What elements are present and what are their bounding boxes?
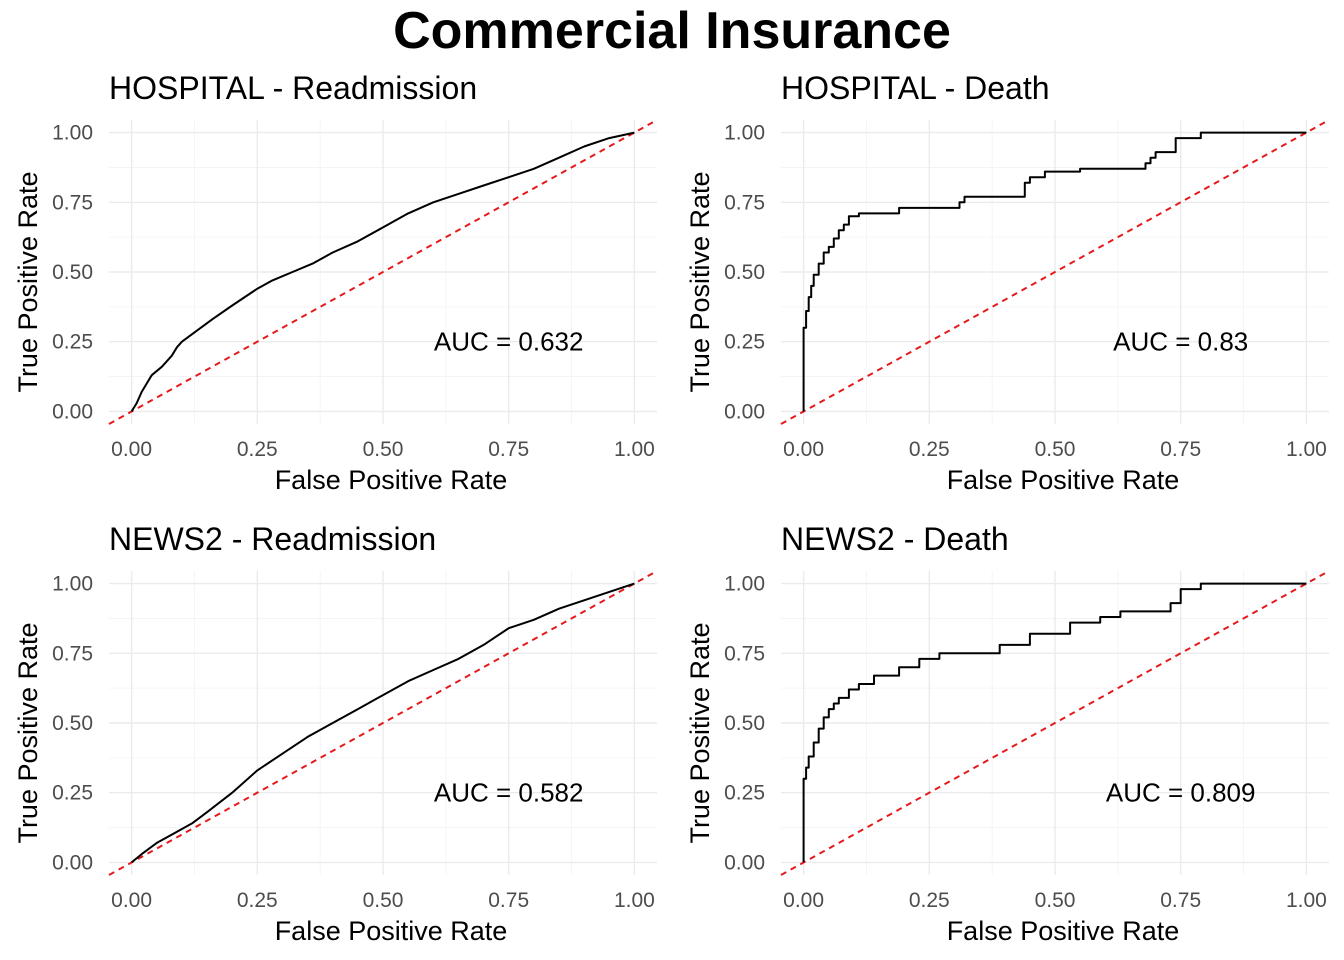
x-tick-label: 0.50 bbox=[363, 889, 404, 912]
x-tick-label: 0.00 bbox=[783, 438, 824, 461]
x-tick-label: 1.00 bbox=[614, 438, 655, 461]
y-tick-label: 0.75 bbox=[52, 642, 93, 665]
y-tick-label: 0.25 bbox=[724, 782, 765, 805]
y-tick-label: 0.50 bbox=[724, 712, 765, 735]
x-tick-label: 0.00 bbox=[783, 889, 824, 912]
auc-annotation: AUC = 0.83 bbox=[1113, 327, 1248, 357]
chart-panel: HOSPITAL - Readmission 0.00 0.25 0.50 0.75 1.… bbox=[13, 70, 658, 495]
y-tick-label: 0.50 bbox=[724, 261, 765, 284]
y-axis-title: True Positive Rate bbox=[685, 622, 715, 843]
y-tick-label: 0.75 bbox=[724, 642, 765, 665]
x-tick-label: 0.50 bbox=[1035, 889, 1076, 912]
y-axis-title: True Positive Rate bbox=[13, 171, 43, 392]
y-tick-label: 1.00 bbox=[52, 573, 93, 596]
roc-curve-line bbox=[802, 582, 1307, 863]
y-axis-title: True Positive Rate bbox=[13, 622, 43, 843]
y-tick-label: 0.75 bbox=[724, 191, 765, 214]
x-tick-label: 1.00 bbox=[1286, 889, 1327, 912]
reference-diagonal-line bbox=[780, 570, 1330, 876]
x-tick-label: 0.25 bbox=[237, 438, 278, 461]
y-tick-label: 0.00 bbox=[724, 400, 765, 423]
reference-diagonal-line bbox=[108, 119, 658, 425]
panel-title: NEWS2 - Death bbox=[781, 521, 1009, 557]
panel-title: HOSPITAL - Death bbox=[781, 70, 1050, 106]
y-tick-label: 0.00 bbox=[724, 851, 765, 874]
panels: HOSPITAL - Readmission 0.00 0.25 0.50 0.75 1.… bbox=[13, 70, 1330, 946]
auc-annotation: AUC = 0.632 bbox=[434, 327, 584, 357]
x-tick-label: 1.00 bbox=[1286, 438, 1327, 461]
roc-curve-line bbox=[130, 582, 635, 864]
y-tick-label: 0.75 bbox=[52, 191, 93, 214]
y-tick-label: 0.25 bbox=[52, 782, 93, 805]
x-tick-label: 0.75 bbox=[1160, 438, 1201, 461]
y-tick-label: 1.00 bbox=[724, 573, 765, 596]
auc-annotation: AUC = 0.582 bbox=[434, 778, 584, 808]
x-axis-title: False Positive Rate bbox=[275, 465, 508, 495]
chart-panel: NEWS2 - Death 0.00 0.25 0.50 0.75 1.00 0.00 0.2… bbox=[685, 521, 1330, 946]
y-tick-label: 0.50 bbox=[52, 712, 93, 735]
y-axis-title: True Positive Rate bbox=[685, 171, 715, 392]
y-tick-label: 0.25 bbox=[52, 331, 93, 354]
x-tick-label: 1.00 bbox=[614, 889, 655, 912]
y-tick-label: 1.00 bbox=[724, 122, 765, 145]
reference-diagonal-line bbox=[780, 119, 1330, 425]
x-axis-title: False Positive Rate bbox=[275, 916, 508, 946]
roc-curve-line bbox=[130, 131, 635, 412]
x-tick-label: 0.00 bbox=[111, 438, 152, 461]
x-axis-title: False Positive Rate bbox=[947, 465, 1180, 495]
x-tick-label: 0.50 bbox=[363, 438, 404, 461]
reference-diagonal-line bbox=[108, 570, 658, 876]
y-tick-label: 0.50 bbox=[52, 261, 93, 284]
x-tick-label: 0.50 bbox=[1035, 438, 1076, 461]
x-tick-label: 0.75 bbox=[1160, 889, 1201, 912]
y-tick-label: 0.00 bbox=[52, 851, 93, 874]
x-tick-label: 0.00 bbox=[111, 889, 152, 912]
y-tick-label: 0.00 bbox=[52, 400, 93, 423]
chart-panel: NEWS2 - Readmission 0.00 0.25 0.50 0.75 1.00 0… bbox=[13, 521, 658, 946]
x-tick-label: 0.25 bbox=[909, 438, 950, 461]
chart-panel: HOSPITAL - Death 0.00 0.25 0.50 0.75 1.00 0.00… bbox=[685, 70, 1330, 495]
y-tick-label: 0.25 bbox=[724, 331, 765, 354]
roc-curve-line bbox=[802, 131, 1307, 412]
x-tick-label: 0.75 bbox=[488, 438, 529, 461]
x-tick-label: 0.75 bbox=[488, 889, 529, 912]
y-tick-label: 1.00 bbox=[52, 122, 93, 145]
main-title: Commercial Insurance bbox=[393, 2, 951, 60]
x-axis-title: False Positive Rate bbox=[947, 916, 1180, 946]
x-tick-label: 0.25 bbox=[237, 889, 278, 912]
panel-title: HOSPITAL - Readmission bbox=[109, 70, 477, 106]
auc-annotation: AUC = 0.809 bbox=[1106, 778, 1256, 808]
panel-title: NEWS2 - Readmission bbox=[109, 521, 436, 557]
x-tick-label: 0.25 bbox=[909, 889, 950, 912]
